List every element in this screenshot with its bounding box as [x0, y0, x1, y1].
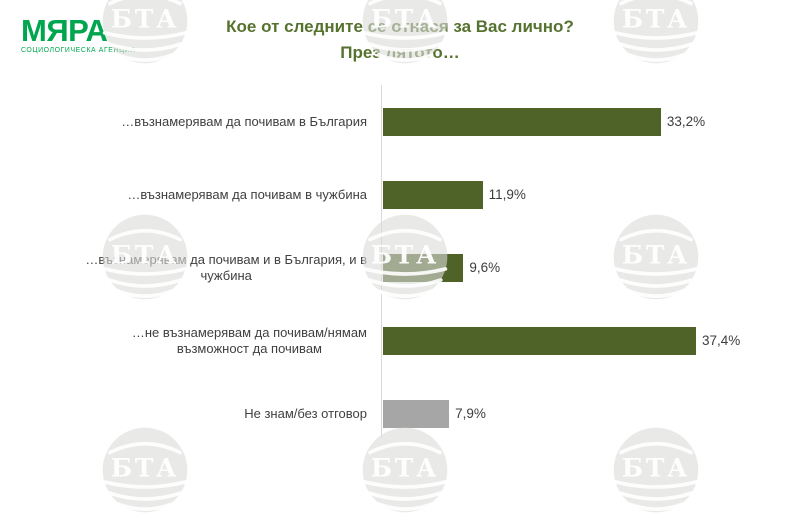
chart-row: …възнамерявам да почивам в чужбина 11,9%	[0, 158, 800, 231]
bar	[383, 399, 450, 428]
bar	[383, 253, 464, 282]
chart-title-line1: Кое от следните се отнася за Вас лично?	[226, 17, 574, 36]
chart-row: …не възнамерявам да почивам/нямам възможн…	[0, 304, 800, 377]
category-label-text: …възнамерявам да почивам и в България, и…	[85, 251, 367, 283]
value-label: 33,2%	[666, 114, 706, 129]
chart-title-line2: През лятото…	[340, 43, 460, 62]
category-label: …възнамерявам да почивам и в България, и…	[55, 252, 377, 284]
myara-logo-subtitle: СОЦИОЛОГИЧЕСКА АГЕНЦИЯ	[21, 47, 136, 54]
category-label-text: …възнамерявам да почивам в чужбина	[127, 186, 367, 202]
category-label: Не знам/без отговор	[55, 406, 377, 422]
bar-cell: 9,6%	[377, 253, 800, 282]
category-label-text: Не знам/без отговор	[244, 405, 367, 421]
chart-row: …възнамерявам да почивам и в България, и…	[0, 231, 800, 304]
category-label: …не възнамерявам да почивам/нямам възможн…	[55, 325, 377, 357]
chart-row: Не знам/без отговор 7,9%	[0, 377, 800, 450]
value-label: 7,9%	[455, 406, 486, 421]
value-label: 9,6%	[469, 260, 501, 275]
chart-row: …възнамерявам да почивам в България 33,2…	[0, 85, 800, 158]
bar-cell: 7,9%	[377, 399, 800, 428]
category-label: …възнамерявам да почивам в чужбина	[55, 187, 377, 203]
bar	[383, 326, 697, 355]
value-label: 37,4%	[702, 333, 741, 348]
myara-logo-text: МЯРА	[21, 13, 108, 48]
category-label: …възнамерявам да почивам в България	[55, 114, 377, 130]
bar-cell: 11,9%	[377, 180, 800, 209]
bar-cell: 33,2%	[377, 107, 800, 136]
bar	[383, 107, 661, 136]
bar-chart: …възнамерявам да почивам в България 33,2…	[0, 85, 800, 450]
category-label-text: …възнамерявам да почивам в България	[121, 113, 367, 129]
bar	[383, 180, 483, 209]
myara-logo: МЯРА СОЦИОЛОГИЧЕСКА АГЕНЦИЯ	[21, 13, 136, 54]
value-label: 11,9%	[488, 187, 526, 202]
chart-title: Кое от следните се отнася за Вас лично? …	[0, 14, 800, 66]
category-label-text: …не възнамерявам да почивам/нямам възможн…	[131, 324, 367, 356]
bar-cell: 37,4%	[377, 326, 800, 355]
